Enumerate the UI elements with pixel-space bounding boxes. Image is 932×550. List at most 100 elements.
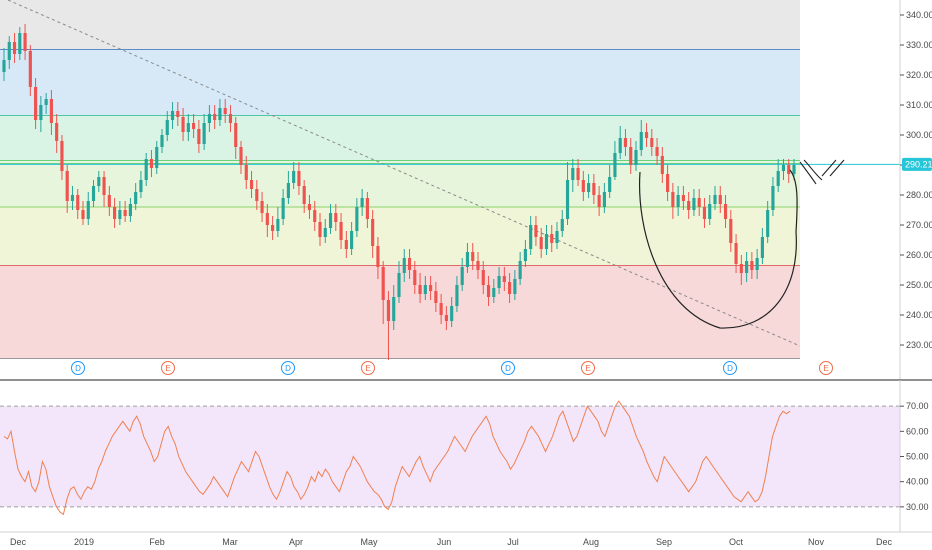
candle-body xyxy=(708,204,712,219)
candle-body xyxy=(429,285,433,291)
price-tick-label: 310.00 xyxy=(906,100,932,110)
candle-body xyxy=(271,225,275,231)
candle-body xyxy=(576,168,580,180)
candle-body xyxy=(371,219,375,246)
candle-body xyxy=(350,231,354,249)
candle-body xyxy=(160,135,164,147)
candle-body xyxy=(234,123,238,147)
candle-body xyxy=(771,186,775,210)
candle-body xyxy=(439,303,443,315)
candle-body xyxy=(249,180,254,189)
event-marker xyxy=(723,361,737,375)
event-marker xyxy=(819,361,833,375)
candle-body xyxy=(571,168,575,180)
candle-body xyxy=(629,147,633,165)
event-marker-label: E xyxy=(165,364,170,373)
candle-body xyxy=(492,288,496,297)
candle-body xyxy=(144,159,148,180)
candle-body xyxy=(207,114,211,123)
candle-body xyxy=(644,132,649,138)
current-price-label: 290.21 xyxy=(902,157,932,171)
time-tick-label: May xyxy=(360,537,378,547)
candle-body xyxy=(560,219,564,231)
candle-body xyxy=(139,180,143,192)
candle-body xyxy=(750,261,754,270)
candle-body xyxy=(81,210,85,219)
hand-drawn-tick-annotation[interactable] xyxy=(799,159,845,185)
fibonacci-retracement-bands xyxy=(0,0,800,359)
candle-body xyxy=(281,198,285,219)
candle-body xyxy=(760,237,764,258)
candle-body xyxy=(676,195,680,207)
rsi-line xyxy=(3,400,791,516)
time-tick-label: 2019 xyxy=(74,537,94,547)
price-tick-label: 260.00 xyxy=(906,250,932,260)
event-marker xyxy=(281,361,295,375)
hand-drawn-circle-annotation[interactable] xyxy=(638,169,798,329)
candle-body xyxy=(55,123,59,141)
candle-body xyxy=(128,204,132,216)
candle-body xyxy=(197,129,201,144)
candle-body xyxy=(681,195,685,201)
candle-body xyxy=(671,192,675,207)
candle-body xyxy=(481,270,485,285)
candle-body xyxy=(597,195,601,207)
price-tick-label: 330.00 xyxy=(906,40,932,50)
candle-body xyxy=(307,204,312,210)
candle-body xyxy=(39,105,43,120)
candle-body xyxy=(618,138,622,153)
time-tick-label: Feb xyxy=(149,537,165,547)
time-tick-label: Dec xyxy=(876,537,893,547)
candlestick-series xyxy=(2,24,796,360)
candle-body xyxy=(565,180,570,219)
price-tick-label: 240.00 xyxy=(906,310,932,320)
current-price-label-bg xyxy=(902,157,932,171)
fib-band xyxy=(0,160,800,207)
candle-body xyxy=(2,60,6,72)
candle-body xyxy=(255,189,259,201)
candle-body xyxy=(692,198,696,210)
candle-body xyxy=(392,297,396,321)
candle-body xyxy=(471,252,475,261)
candle-body xyxy=(28,51,32,87)
fib-band xyxy=(0,0,800,50)
candle-body xyxy=(792,165,796,174)
candle-body xyxy=(107,195,111,207)
candle-body xyxy=(170,111,175,120)
candle-body xyxy=(407,258,412,270)
time-tick-label: Sep xyxy=(656,537,672,547)
candle-body xyxy=(465,252,470,267)
candle-body xyxy=(134,192,138,204)
candle-body xyxy=(745,261,749,273)
time-axis: Dec 2019 Feb Mar Apr May Jun Jul Aug Sep Oct Nov Dec xyxy=(0,531,932,547)
candle-body xyxy=(186,123,190,132)
candle-body xyxy=(729,219,733,243)
candle-body xyxy=(687,201,691,210)
candle-body xyxy=(239,147,243,165)
candle-body xyxy=(555,231,559,243)
candle-body xyxy=(192,123,196,129)
candle-body xyxy=(660,156,664,174)
candle-body xyxy=(608,177,612,192)
event-marker-label: D xyxy=(505,364,511,373)
fib-band xyxy=(0,207,800,266)
candle-body xyxy=(634,150,638,165)
candle-body xyxy=(339,222,343,240)
time-tick-label: Oct xyxy=(729,537,744,547)
price-tick-label: 320.00 xyxy=(906,70,932,80)
candle-body xyxy=(787,165,791,174)
candle-body xyxy=(739,264,743,273)
candle-body xyxy=(539,237,543,249)
candle-body xyxy=(23,33,27,51)
time-tick-label: Jun xyxy=(437,537,452,547)
candle-body xyxy=(228,114,233,123)
candle-body xyxy=(397,273,401,297)
candle-body xyxy=(213,114,217,120)
rsi-axis: 30.00 40.00 50.00 60.00 70.00 xyxy=(899,380,929,532)
candle-body xyxy=(70,195,75,201)
rsi-tick-label: 50.00 xyxy=(906,452,929,462)
candle-body xyxy=(165,120,169,135)
event-marker-label: D xyxy=(727,364,733,373)
event-marker xyxy=(501,361,515,375)
